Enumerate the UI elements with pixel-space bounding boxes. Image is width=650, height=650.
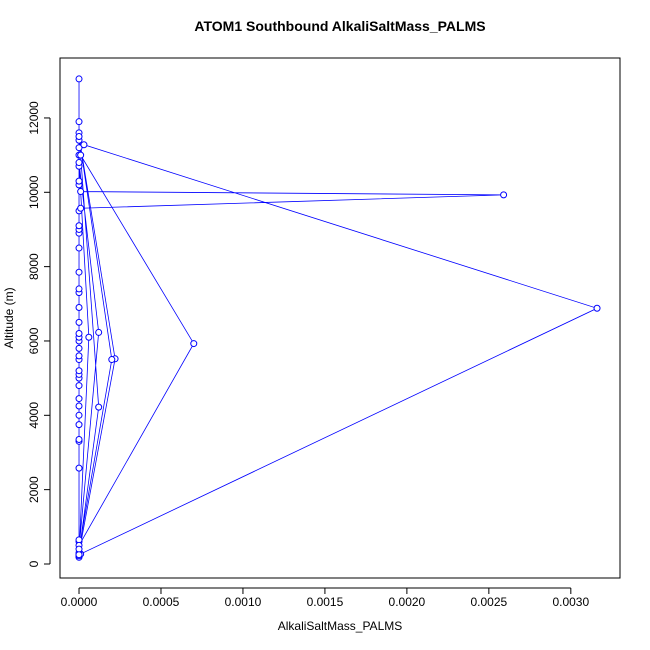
data-point bbox=[80, 141, 88, 149]
data-point bbox=[75, 395, 83, 403]
x-tick-label: 0.0005 bbox=[143, 595, 180, 609]
data-point bbox=[75, 330, 83, 338]
data-point bbox=[77, 188, 85, 196]
data-point bbox=[75, 222, 83, 230]
data-point bbox=[75, 268, 83, 276]
data-point bbox=[75, 382, 83, 390]
data-point bbox=[75, 318, 83, 326]
data-point bbox=[75, 244, 83, 252]
data-point bbox=[500, 191, 508, 199]
y-axis-title: Altitude (m) bbox=[2, 287, 16, 348]
data-point bbox=[108, 356, 116, 364]
data-point bbox=[75, 551, 83, 559]
y-tick-label: 0 bbox=[27, 560, 41, 567]
data-point bbox=[75, 133, 83, 141]
data-point bbox=[75, 435, 83, 443]
y-tick-label: 12000 bbox=[27, 101, 41, 135]
y-tick-label: 8000 bbox=[27, 253, 41, 280]
data-point bbox=[75, 402, 83, 410]
data-point bbox=[95, 403, 103, 411]
data-point bbox=[75, 177, 83, 185]
data-point bbox=[593, 304, 601, 312]
x-tick-label: 0.0020 bbox=[389, 595, 426, 609]
plot-frame bbox=[59, 57, 621, 579]
data-point bbox=[75, 285, 83, 293]
data-point bbox=[75, 144, 83, 152]
data-point bbox=[75, 344, 83, 352]
x-tick-label: 0.0030 bbox=[552, 595, 589, 609]
data-point bbox=[75, 304, 83, 312]
y-tick-label: 4000 bbox=[27, 402, 41, 429]
data-point bbox=[85, 333, 93, 341]
data-point bbox=[75, 464, 83, 472]
data-point bbox=[75, 352, 83, 360]
x-axis-title: AlkaliSaltMass_PALMS bbox=[278, 619, 403, 633]
y-tick-label: 6000 bbox=[27, 327, 41, 354]
data-line bbox=[78, 78, 599, 558]
data-point bbox=[77, 151, 85, 159]
data-point bbox=[95, 328, 103, 336]
chart-title: ATOM1 Southbound AlkaliSaltMass_PALMS bbox=[194, 18, 485, 34]
y-tick-label: 10000 bbox=[27, 175, 41, 209]
data-point bbox=[77, 204, 85, 212]
x-tick-label: 0.0015 bbox=[307, 595, 344, 609]
x-tick-label: 0.0025 bbox=[471, 595, 508, 609]
y-tick-label: 2000 bbox=[27, 476, 41, 503]
data-point bbox=[75, 367, 83, 375]
data-point bbox=[75, 75, 83, 83]
data-point bbox=[75, 118, 83, 126]
data-point bbox=[75, 411, 83, 419]
x-tick-label: 0.0010 bbox=[225, 595, 262, 609]
data-point bbox=[75, 159, 83, 167]
data-point bbox=[75, 421, 83, 429]
data-point bbox=[190, 340, 198, 348]
x-tick-label: 0.0000 bbox=[61, 595, 98, 609]
